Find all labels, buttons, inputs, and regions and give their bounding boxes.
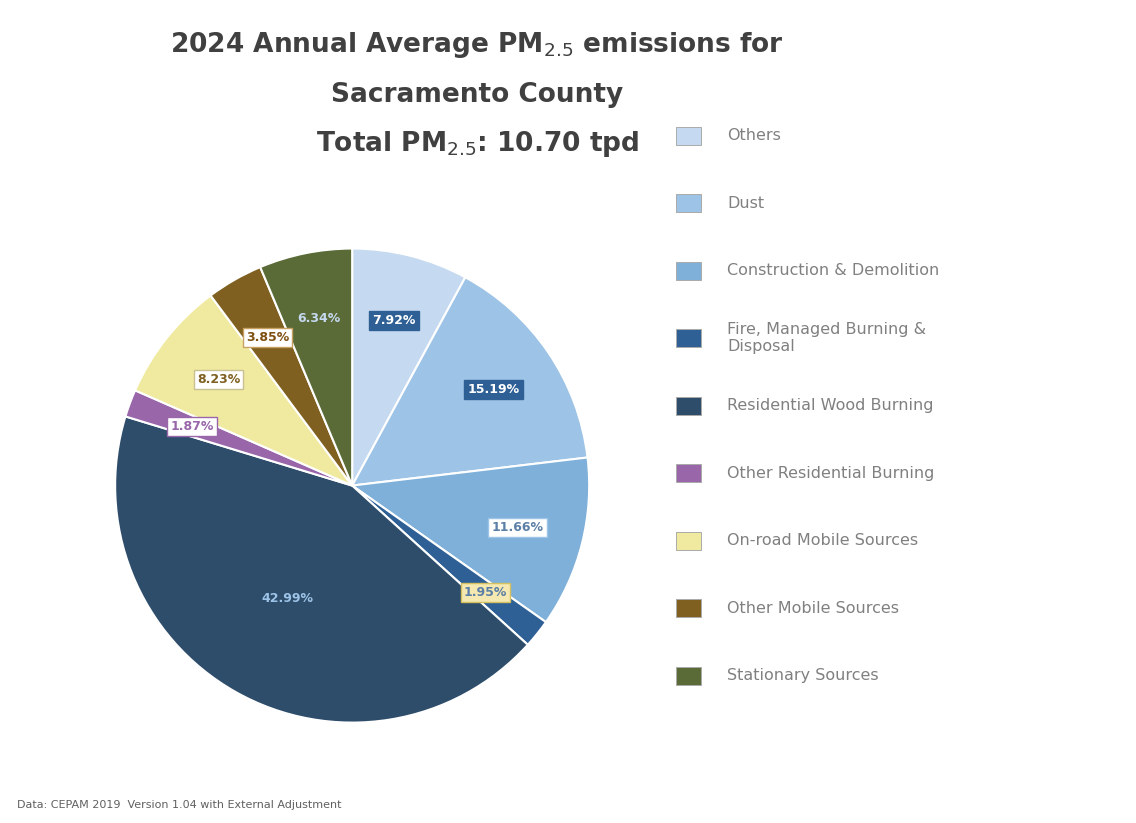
- Text: 6.34%: 6.34%: [296, 312, 340, 325]
- Text: Total PM$_{2.5}$: 10.70 tpd: Total PM$_{2.5}$: 10.70 tpd: [316, 129, 638, 159]
- Text: 15.19%: 15.19%: [467, 384, 519, 397]
- Text: Sacramento County: Sacramento County: [331, 81, 624, 108]
- Text: 1.87%: 1.87%: [170, 420, 214, 433]
- Text: 3.85%: 3.85%: [245, 331, 289, 344]
- Wedge shape: [352, 277, 587, 486]
- Wedge shape: [352, 486, 546, 644]
- Wedge shape: [125, 390, 352, 486]
- Text: 1.95%: 1.95%: [463, 586, 507, 598]
- Text: 7.92%: 7.92%: [373, 314, 416, 327]
- Text: Stationary Sources: Stationary Sources: [727, 668, 878, 683]
- Text: Dust: Dust: [727, 196, 765, 211]
- Text: 11.66%: 11.66%: [492, 521, 544, 534]
- Text: Data: CEPAM 2019  Version 1.04 with External Adjustment: Data: CEPAM 2019 Version 1.04 with Exter…: [17, 800, 342, 810]
- Wedge shape: [352, 249, 466, 486]
- Text: Others: Others: [727, 128, 780, 143]
- Wedge shape: [210, 267, 352, 486]
- Text: Residential Wood Burning: Residential Wood Burning: [727, 398, 934, 413]
- Wedge shape: [135, 295, 352, 486]
- Text: 8.23%: 8.23%: [197, 373, 240, 386]
- Wedge shape: [352, 458, 590, 622]
- Text: Other Mobile Sources: Other Mobile Sources: [727, 601, 899, 616]
- Wedge shape: [115, 416, 528, 723]
- Text: Fire, Managed Burning &
Disposal: Fire, Managed Burning & Disposal: [727, 322, 926, 355]
- Text: 42.99%: 42.99%: [261, 593, 314, 606]
- Text: 2024 Annual Average PM$_{2.5}$ emissions for: 2024 Annual Average PM$_{2.5}$ emissions…: [170, 30, 784, 60]
- Wedge shape: [260, 249, 352, 486]
- Text: Other Residential Burning: Other Residential Burning: [727, 466, 935, 481]
- Text: Construction & Demolition: Construction & Demolition: [727, 263, 939, 278]
- Text: On-road Mobile Sources: On-road Mobile Sources: [727, 533, 918, 548]
